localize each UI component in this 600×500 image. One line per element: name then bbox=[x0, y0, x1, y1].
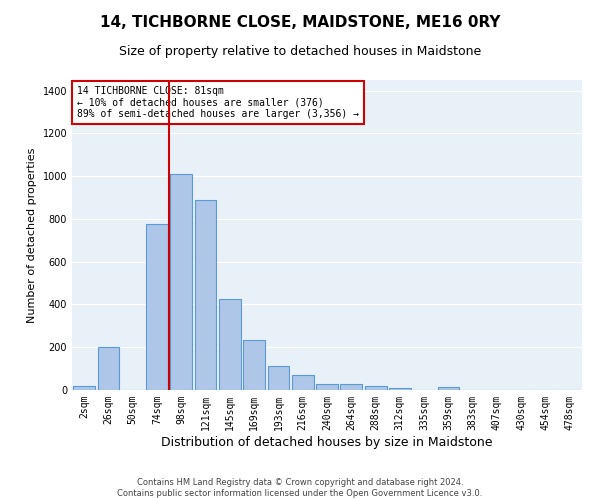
Text: Size of property relative to detached houses in Maidstone: Size of property relative to detached ho… bbox=[119, 45, 481, 58]
Bar bbox=[316, 384, 338, 390]
Bar bbox=[292, 375, 314, 390]
Bar bbox=[268, 366, 289, 390]
Bar bbox=[365, 386, 386, 390]
Text: 14 TICHBORNE CLOSE: 81sqm
← 10% of detached houses are smaller (376)
89% of semi: 14 TICHBORNE CLOSE: 81sqm ← 10% of detac… bbox=[77, 86, 359, 120]
Bar bbox=[243, 340, 265, 390]
Bar bbox=[194, 200, 217, 390]
Bar bbox=[340, 384, 362, 390]
Bar bbox=[146, 224, 168, 390]
Bar bbox=[170, 174, 192, 390]
Bar bbox=[389, 388, 411, 390]
Bar bbox=[97, 347, 119, 390]
Text: 14, TICHBORNE CLOSE, MAIDSTONE, ME16 0RY: 14, TICHBORNE CLOSE, MAIDSTONE, ME16 0RY bbox=[100, 15, 500, 30]
Bar bbox=[73, 386, 95, 390]
Y-axis label: Number of detached properties: Number of detached properties bbox=[27, 148, 37, 322]
X-axis label: Distribution of detached houses by size in Maidstone: Distribution of detached houses by size … bbox=[161, 436, 493, 448]
Bar bbox=[437, 387, 460, 390]
Bar bbox=[219, 299, 241, 390]
Text: Contains HM Land Registry data © Crown copyright and database right 2024.
Contai: Contains HM Land Registry data © Crown c… bbox=[118, 478, 482, 498]
